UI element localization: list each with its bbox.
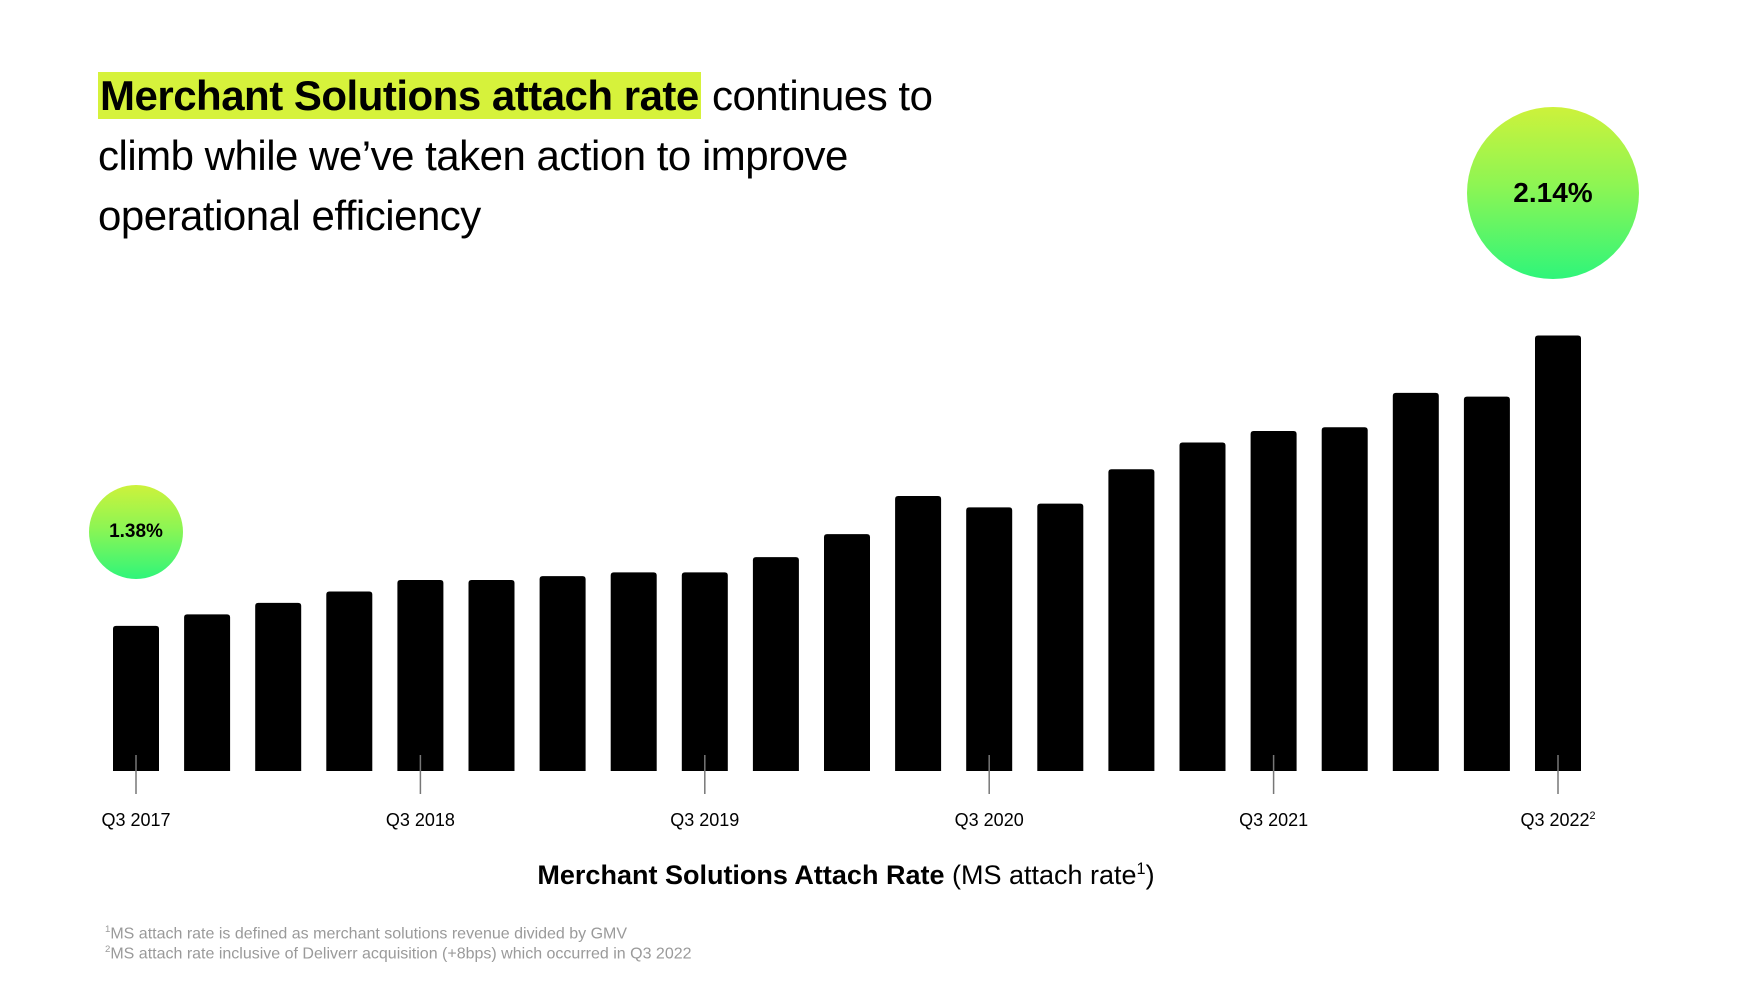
bar-q3-2018 <box>397 580 444 771</box>
footnote-1-text: MS attach rate is defined as merchant so… <box>110 925 628 943</box>
bar-q3-2017 <box>113 625 159 771</box>
bar-q2-2019 <box>610 572 657 771</box>
x-tick-label: Q3 2020 <box>955 810 1024 831</box>
bar-q1-2018 <box>255 602 302 771</box>
x-tick-label-text: Q3 2017 <box>101 810 171 830</box>
x-tick-label-text: Q3 2021 <box>1239 810 1309 830</box>
x-tick-label: Q3 2017 <box>101 810 170 831</box>
x-axis-title-bold: Merchant Solutions Attach Rate <box>537 860 945 890</box>
x-axis-title: Merchant Solutions Attach Rate (MS attac… <box>0 860 1692 891</box>
bar-q4-2017 <box>184 614 231 771</box>
x-tick-label: Q3 2021 <box>1239 810 1308 831</box>
last-value-bubble: 2.14% <box>1467 107 1639 279</box>
x-axis-title-close: ) <box>1145 860 1155 890</box>
footnote-2-sup: 2 <box>105 944 111 955</box>
footnote-2: 2MS attach rate inclusive of Deliverr ac… <box>105 944 692 963</box>
page-title: Merchant Solutions attach rate continues… <box>98 66 998 246</box>
bar-q1-2021 <box>1108 469 1155 771</box>
bar-q3-2020 <box>966 507 1013 771</box>
bar-q4-2021 <box>1321 427 1368 771</box>
bar-q2-2020 <box>895 495 942 771</box>
x-tick-label-sup: 2 <box>1589 810 1596 822</box>
footnote-1-sup: 1 <box>105 924 111 935</box>
bar-q4-2020 <box>1037 503 1084 771</box>
footnote-1: 1MS attach rate is defined as merchant s… <box>105 924 627 943</box>
bar-q1-2020 <box>824 534 870 771</box>
bar-q4-2018 <box>468 580 515 771</box>
x-tick-label-text: Q3 2019 <box>670 810 740 830</box>
x-axis-title-rest: (MS attach rate <box>944 860 1137 890</box>
bar-q2-2018 <box>326 591 373 771</box>
bar-q4-2019 <box>752 557 799 771</box>
x-tick-label-text: Q3 2022 <box>1520 810 1590 830</box>
bar-q3-2021 <box>1250 431 1297 771</box>
bar-q3-2019 <box>681 572 728 771</box>
bar-q2-2021 <box>1179 442 1226 771</box>
x-axis-title-sup: 1 <box>1136 860 1146 878</box>
bar-q1-2022 <box>1392 392 1439 771</box>
x-tick-label: Q3 20222 <box>1520 810 1595 831</box>
title-rest: continues to climb while we’ve taken act… <box>98 72 933 239</box>
bar-q2-2022 <box>1463 396 1510 771</box>
x-tick-label: Q3 2018 <box>386 810 455 831</box>
x-tick-label-text: Q3 2018 <box>385 810 455 830</box>
bar-q1-2019 <box>539 576 586 771</box>
x-tick-label-text: Q3 2020 <box>954 810 1024 830</box>
x-tick-label: Q3 2019 <box>670 810 739 831</box>
footnote-2-text: MS attach rate inclusive of Deliverr acq… <box>110 945 692 963</box>
bar-q3-2022 <box>1535 335 1581 771</box>
first-value-bubble: 1.38% <box>89 485 183 579</box>
title-highlight: Merchant Solutions attach rate <box>98 72 701 119</box>
